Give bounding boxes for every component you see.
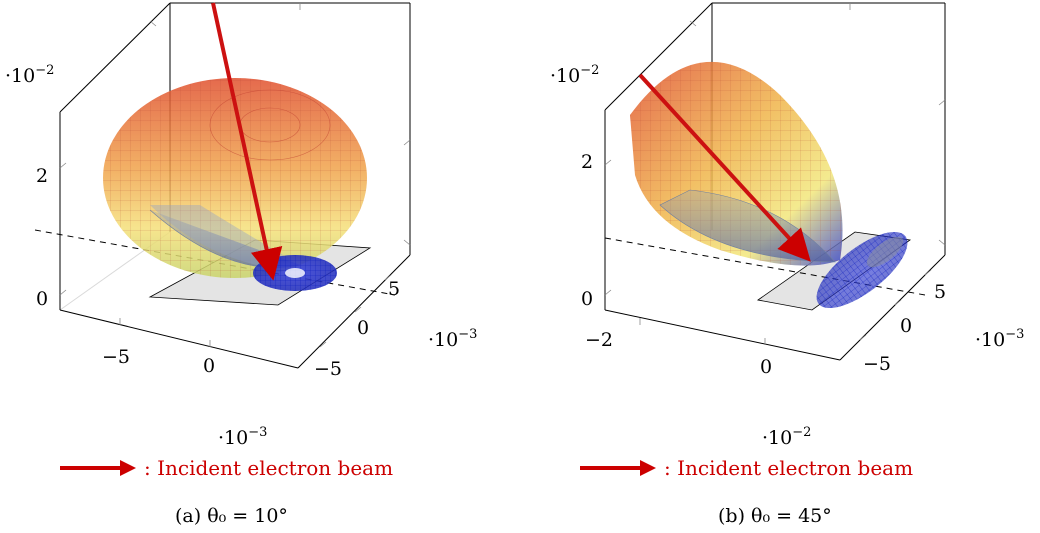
panel-a-blue-disc (253, 255, 337, 291)
panel-a-z-multiplier: ·10−2 (5, 63, 54, 87)
panel-a-z-tick-0: 0 (36, 288, 48, 310)
panel-a: ·10−2 2 0 −5 0 ·10−3 5 0 −5 ·10−3 : Inci… (5, 2, 477, 527)
panel-b-z-tick-0: 0 (581, 288, 593, 310)
panel-a-tick-marks (59, 3, 411, 348)
panel-b-x-tick-0: 0 (760, 356, 772, 378)
panel-b: ·10−2 2 0 −2 0 ·10−2 5 0 −5 ·10−3 : Inci… (550, 2, 1024, 527)
panel-b-legend: : Incident electron beam (580, 456, 913, 480)
panel-b-z-tick-2: 2 (581, 151, 593, 173)
panel-b-y-tick-neg5: −5 (863, 353, 891, 375)
panel-a-box (59, 2, 411, 369)
panel-a-y-tick-0: 0 (357, 317, 369, 339)
panel-b-legend-label: : Incident electron beam (664, 456, 913, 480)
panel-a-x-tick-neg5: −5 (102, 346, 130, 368)
panel-b-blue-disc (816, 231, 908, 309)
panel-a-dashed-line (34, 229, 396, 296)
panel-b-y-tick-0: 0 (900, 315, 912, 337)
panel-b-tick-marks (604, 3, 946, 345)
panel-a-z-tick-2: 2 (36, 165, 48, 187)
panel-a-legend: : Incident electron beam (60, 456, 393, 480)
panel-a-beam (211, 2, 283, 281)
panel-b-x-multiplier: ·10−2 (762, 425, 811, 449)
panel-a-y-multiplier: ·10−3 (428, 327, 477, 351)
panel-b-caption: (b) θ₀ = 45° (718, 505, 832, 527)
panel-a-x-tick-0: 0 (203, 355, 215, 377)
panel-a-y-tick-5: 5 (388, 278, 400, 300)
panel-a-caption: (a) θ₀ = 10° (175, 505, 288, 527)
panel-a-y-tick-neg5: −5 (314, 358, 342, 380)
panel-b-z-multiplier: ·10−2 (550, 63, 599, 87)
panel-b-lobe (630, 61, 843, 266)
panel-b-beam (638, 73, 811, 262)
panel-b-x-tick-neg2: −2 (585, 329, 613, 351)
panel-b-y-multiplier: ·10−3 (975, 327, 1024, 351)
panel-b-y-tick-5: 5 (934, 281, 946, 303)
panel-a-legend-label: : Incident electron beam (144, 456, 393, 480)
panel-a-x-multiplier: ·10−3 (218, 425, 267, 449)
